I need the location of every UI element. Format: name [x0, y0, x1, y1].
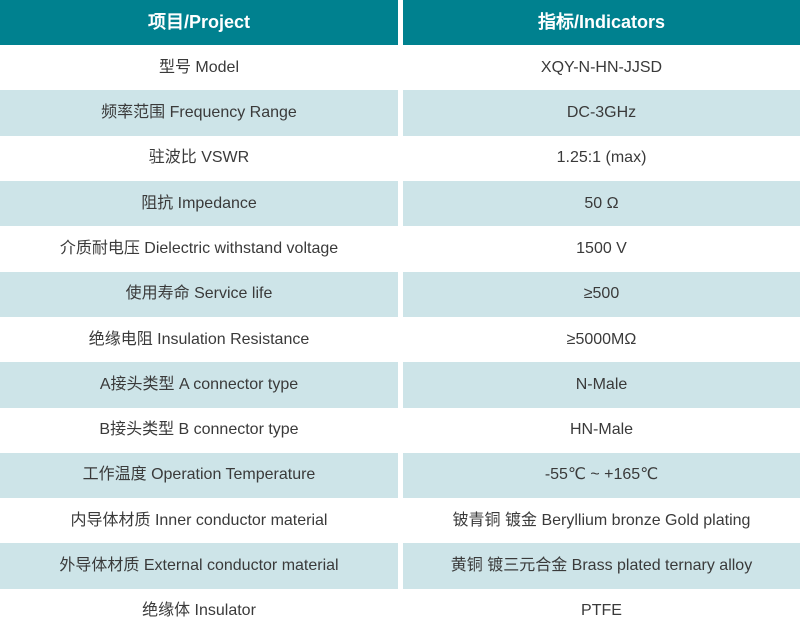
project-cell: 型号 Model [0, 45, 398, 91]
column-divider [398, 407, 403, 453]
table-row: 使用寿命 Service life ≥500 [0, 271, 800, 317]
project-cell: 绝缘电阻 Insulation Resistance [0, 316, 398, 363]
table-row: B接头类型 B connector type HN-Male [0, 407, 800, 453]
table-row: A接头类型 A connector type N-Male [0, 362, 800, 408]
indicator-cell: 1.25:1 (max) [403, 135, 800, 181]
table-row: 介质耐电压 Dielectric withstand voltage 1500 V [0, 226, 800, 272]
indicator-cell: HN-Male [403, 407, 800, 453]
column-divider [398, 362, 403, 408]
table-row: 阻抗 Impedance 50 Ω [0, 180, 800, 227]
project-cell: 外导体材质 External conductor material [0, 543, 398, 589]
table-body: 型号 Model XQY-N-HN-JJSD 频率范围 Frequency Rang… [0, 45, 800, 634]
column-divider [398, 316, 403, 363]
project-cell: 介质耐电压 Dielectric withstand voltage [0, 226, 398, 272]
header-cell-project: 项目/Project [0, 0, 398, 45]
indicator-cell: DC-3GHz [403, 90, 800, 136]
project-cell: 阻抗 Impedance [0, 180, 398, 227]
indicator-cell: ≥500 [403, 271, 800, 317]
indicator-cell: ≥5000MΩ [403, 316, 800, 363]
project-cell: 绝缘体 Insulator [0, 588, 398, 634]
column-divider [398, 498, 403, 544]
indicator-cell: N-Male [403, 362, 800, 408]
indicator-cell: 铍青铜 镀金 Beryllium bronze Gold plating [403, 498, 800, 544]
table-row: 驻波比 VSWR 1.25:1 (max) [0, 135, 800, 181]
project-cell: 工作温度 Operation Temperature [0, 452, 398, 499]
column-divider [398, 90, 403, 136]
table-row: 外导体材质 External conductor material 黄铜 镀三元合… [0, 543, 800, 589]
table-header-row: 项目/Project 指标/Indicators [0, 0, 800, 45]
indicator-cell: 1500 V [403, 226, 800, 272]
column-divider [398, 0, 403, 45]
column-divider [398, 543, 403, 589]
project-cell: A接头类型 A connector type [0, 362, 398, 408]
indicator-cell: 黄铜 镀三元合金 Brass plated ternary alloy [403, 543, 800, 589]
column-divider [398, 271, 403, 317]
column-divider [398, 452, 403, 499]
project-cell: 使用寿命 Service life [0, 271, 398, 317]
indicator-cell: PTFE [403, 588, 800, 634]
table-row: 频率范围 Frequency Range DC-3GHz [0, 90, 800, 136]
column-divider [398, 226, 403, 272]
indicator-cell: -55℃ ~ +165℃ [403, 452, 800, 499]
table-row: 绝缘体 Insulator PTFE [0, 588, 800, 634]
column-divider [398, 45, 403, 91]
table-row: 工作温度 Operation Temperature -55℃ ~ +165℃ [0, 452, 800, 499]
header-cell-indicators: 指标/Indicators [403, 0, 800, 45]
column-divider [398, 135, 403, 181]
table-row: 型号 Model XQY-N-HN-JJSD [0, 45, 800, 91]
column-divider [398, 588, 403, 634]
project-cell: 驻波比 VSWR [0, 135, 398, 181]
column-divider [398, 180, 403, 227]
project-cell: 内导体材质 Inner conductor material [0, 498, 398, 544]
table-row: 绝缘电阻 Insulation Resistance ≥5000MΩ [0, 316, 800, 363]
indicator-cell: 50 Ω [403, 180, 800, 227]
project-cell: 频率范围 Frequency Range [0, 90, 398, 136]
project-cell: B接头类型 B connector type [0, 407, 398, 453]
table-row: 内导体材质 Inner conductor material 铍青铜 镀金 Ber… [0, 498, 800, 544]
indicator-cell: XQY-N-HN-JJSD [403, 45, 800, 91]
